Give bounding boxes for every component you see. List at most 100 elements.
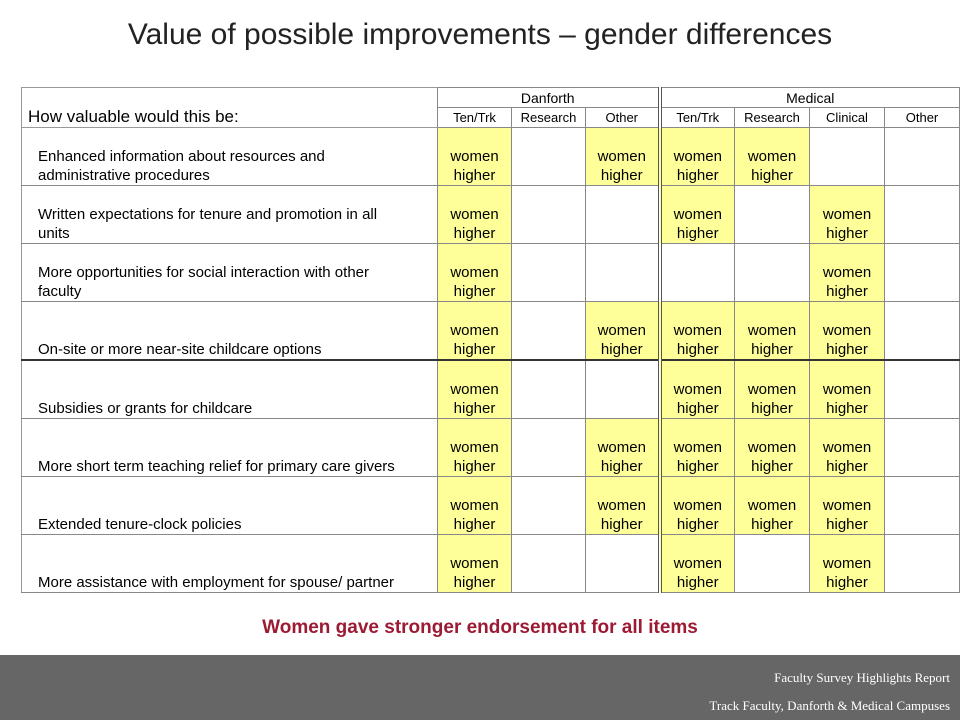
cell-text: women — [822, 264, 872, 281]
empty-cell — [511, 476, 586, 535]
cell-text: women — [673, 381, 722, 398]
cell-text: women — [597, 497, 646, 514]
cell-text: higher — [676, 400, 719, 417]
cell-text: women — [747, 439, 797, 456]
cell-text: women — [673, 497, 722, 514]
table-row: More opportunities for social interactio… — [21, 243, 960, 302]
cell-text: higher — [676, 225, 719, 242]
cell-text: women — [747, 148, 797, 165]
empty-cell — [511, 301, 586, 361]
group-header-danforth: Danforth — [437, 87, 660, 108]
gender-differences-table: How valuable would this be: Danforth Med… — [21, 87, 960, 593]
women-higher-cell: women higher — [657, 301, 735, 361]
cell-text: higher — [453, 283, 496, 300]
cell-text: women — [822, 322, 872, 339]
women-higher-cell: women higher — [657, 476, 735, 535]
improvement-item-label: Extended tenure-clock policies — [21, 476, 438, 535]
table-row: Extended tenure-clock policies women highe… — [21, 476, 960, 535]
item-label-line: administrative procedures — [38, 167, 210, 184]
cell-text: women — [450, 555, 499, 572]
cell-text: women — [747, 381, 797, 398]
cell-text: higher — [826, 400, 868, 417]
empty-cell — [734, 185, 810, 244]
group-header-medical: Medical — [657, 87, 960, 108]
footer-bar: Faculty Survey Highlights Report Track F… — [0, 655, 960, 720]
improvement-item-label: Written expectations for tenure and prom… — [21, 185, 438, 244]
table-row: On-site or more near-site childcare opti… — [21, 301, 960, 361]
item-label-line — [38, 321, 437, 340]
item-label-line — [38, 554, 437, 573]
cell-text: women — [450, 322, 499, 339]
cell-text: higher — [826, 341, 868, 358]
women-higher-cell: women higher — [437, 418, 512, 477]
empty-cell — [511, 418, 586, 477]
item-label-line: Written expectations for tenure and prom… — [38, 206, 378, 223]
item-label-line — [38, 380, 437, 399]
cell-text: women — [597, 439, 646, 456]
women-higher-cell: women higher — [437, 301, 512, 361]
cell-text: women — [673, 322, 722, 339]
cell-text: women — [822, 381, 872, 398]
cell-text: higher — [826, 283, 868, 300]
empty-cell — [511, 534, 586, 593]
women-higher-cell: women higher — [809, 476, 885, 535]
cell-text: women — [597, 322, 646, 339]
cell-text: higher — [751, 341, 793, 358]
cell-text: higher — [453, 574, 496, 591]
empty-cell — [657, 243, 735, 302]
cell-text: women — [450, 148, 499, 165]
table-row: Subsidies or grants for childcare women hi… — [21, 359, 960, 419]
women-higher-cell: women higher — [809, 185, 885, 244]
cell-text: higher — [751, 516, 793, 533]
empty-cell — [884, 476, 960, 535]
item-label-line: More opportunities for social interactio… — [38, 264, 369, 281]
women-higher-cell: women higher — [809, 243, 885, 302]
question-header: How valuable would this be: — [21, 87, 438, 128]
cell-text: higher — [453, 167, 496, 184]
women-higher-cell: women higher — [585, 476, 660, 535]
cell-text: higher — [453, 400, 496, 417]
women-higher-cell: women higher — [657, 359, 735, 419]
cell-text: women — [597, 148, 646, 165]
empty-cell — [884, 185, 960, 244]
table-row: Written expectations for tenure and prom… — [21, 185, 960, 244]
empty-cell — [511, 185, 586, 244]
item-label-line: On-site or more near-site childcare opti… — [38, 341, 322, 358]
column-header: Research — [734, 107, 810, 128]
cell-text: higher — [676, 516, 719, 533]
cell-text: women — [673, 206, 722, 223]
footer-report-title: Faculty Survey Highlights Report — [774, 670, 950, 685]
empty-cell — [511, 127, 586, 186]
column-header: Other — [585, 107, 660, 128]
women-higher-cell: women higher — [809, 301, 885, 361]
women-higher-cell: women higher — [437, 534, 512, 593]
empty-cell — [734, 243, 810, 302]
women-higher-cell: women higher — [437, 185, 512, 244]
women-higher-cell: women higher — [657, 127, 735, 186]
women-higher-cell: women higher — [437, 127, 512, 186]
cell-text: higher — [453, 341, 496, 358]
item-label-line: Subsidies or grants for childcare — [38, 400, 253, 417]
empty-cell — [511, 359, 586, 419]
empty-cell — [884, 127, 960, 186]
cell-text: women — [673, 148, 722, 165]
cell-text: higher — [826, 574, 868, 591]
cell-text: women — [450, 206, 499, 223]
cell-text: women — [673, 439, 722, 456]
slide-title: Value of possible improvements – gender … — [127, 18, 833, 51]
cell-text: higher — [751, 458, 793, 475]
cell-text: higher — [600, 516, 643, 533]
cell-text: higher — [600, 167, 643, 184]
improvement-item-label: On-site or more near-site childcare opti… — [21, 301, 438, 361]
item-label-line: faculty — [38, 283, 82, 300]
cell-text: higher — [453, 225, 496, 242]
item-label-line — [38, 438, 437, 457]
empty-cell — [884, 243, 960, 302]
table-row: More short term teaching relief for prim… — [21, 418, 960, 477]
cell-text: women — [822, 439, 872, 456]
column-header: Clinical — [809, 107, 885, 128]
improvement-item-label: More assistance with employment for spou… — [21, 534, 438, 593]
improvement-item-label: More opportunities for social interactio… — [21, 243, 438, 302]
women-higher-cell: women higher — [585, 127, 660, 186]
women-higher-cell: women higher — [437, 243, 512, 302]
